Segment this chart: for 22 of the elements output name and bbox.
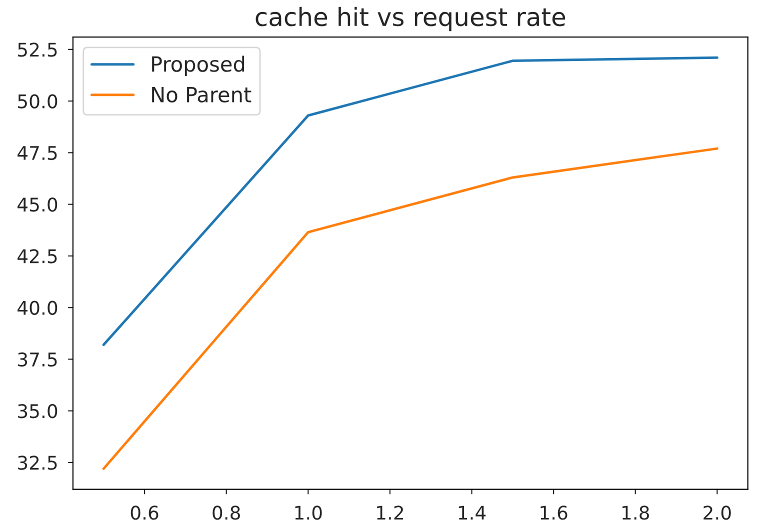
y-tick-label: 35.0 [18, 404, 58, 418]
x-tick-label: 0.6 [130, 506, 158, 520]
x-tick-label: 1.8 [622, 506, 649, 520]
y-tick-label: 37.5 [18, 352, 57, 367]
x-tick-label: 1.6 [540, 506, 568, 520]
line-series [102, 147, 718, 470]
y-tick-label: 32.5 [18, 456, 57, 470]
x-tick-label: 0.8 [212, 506, 240, 520]
x-tick-label: 1.0 [295, 506, 322, 520]
line-series [102, 56, 718, 346]
x-tick-label: 2.0 [704, 506, 731, 520]
y-tick-label: 50.0 [18, 94, 58, 108]
chart-title: cache hit vs request rate [256, 6, 566, 32]
legend-label: No Parent [152, 87, 252, 102]
y-tick-label: 40.0 [18, 300, 58, 315]
y-tick-label: 42.5 [18, 249, 57, 264]
legend-label: Proposed [152, 56, 244, 76]
y-tick-label: 45.0 [18, 198, 58, 212]
x-tick-label: 1.2 [377, 506, 403, 520]
y-tick-label: 52.5 [18, 42, 57, 57]
x-tick-label: 1.4 [458, 506, 486, 520]
y-tick-label: 47.5 [18, 146, 57, 160]
